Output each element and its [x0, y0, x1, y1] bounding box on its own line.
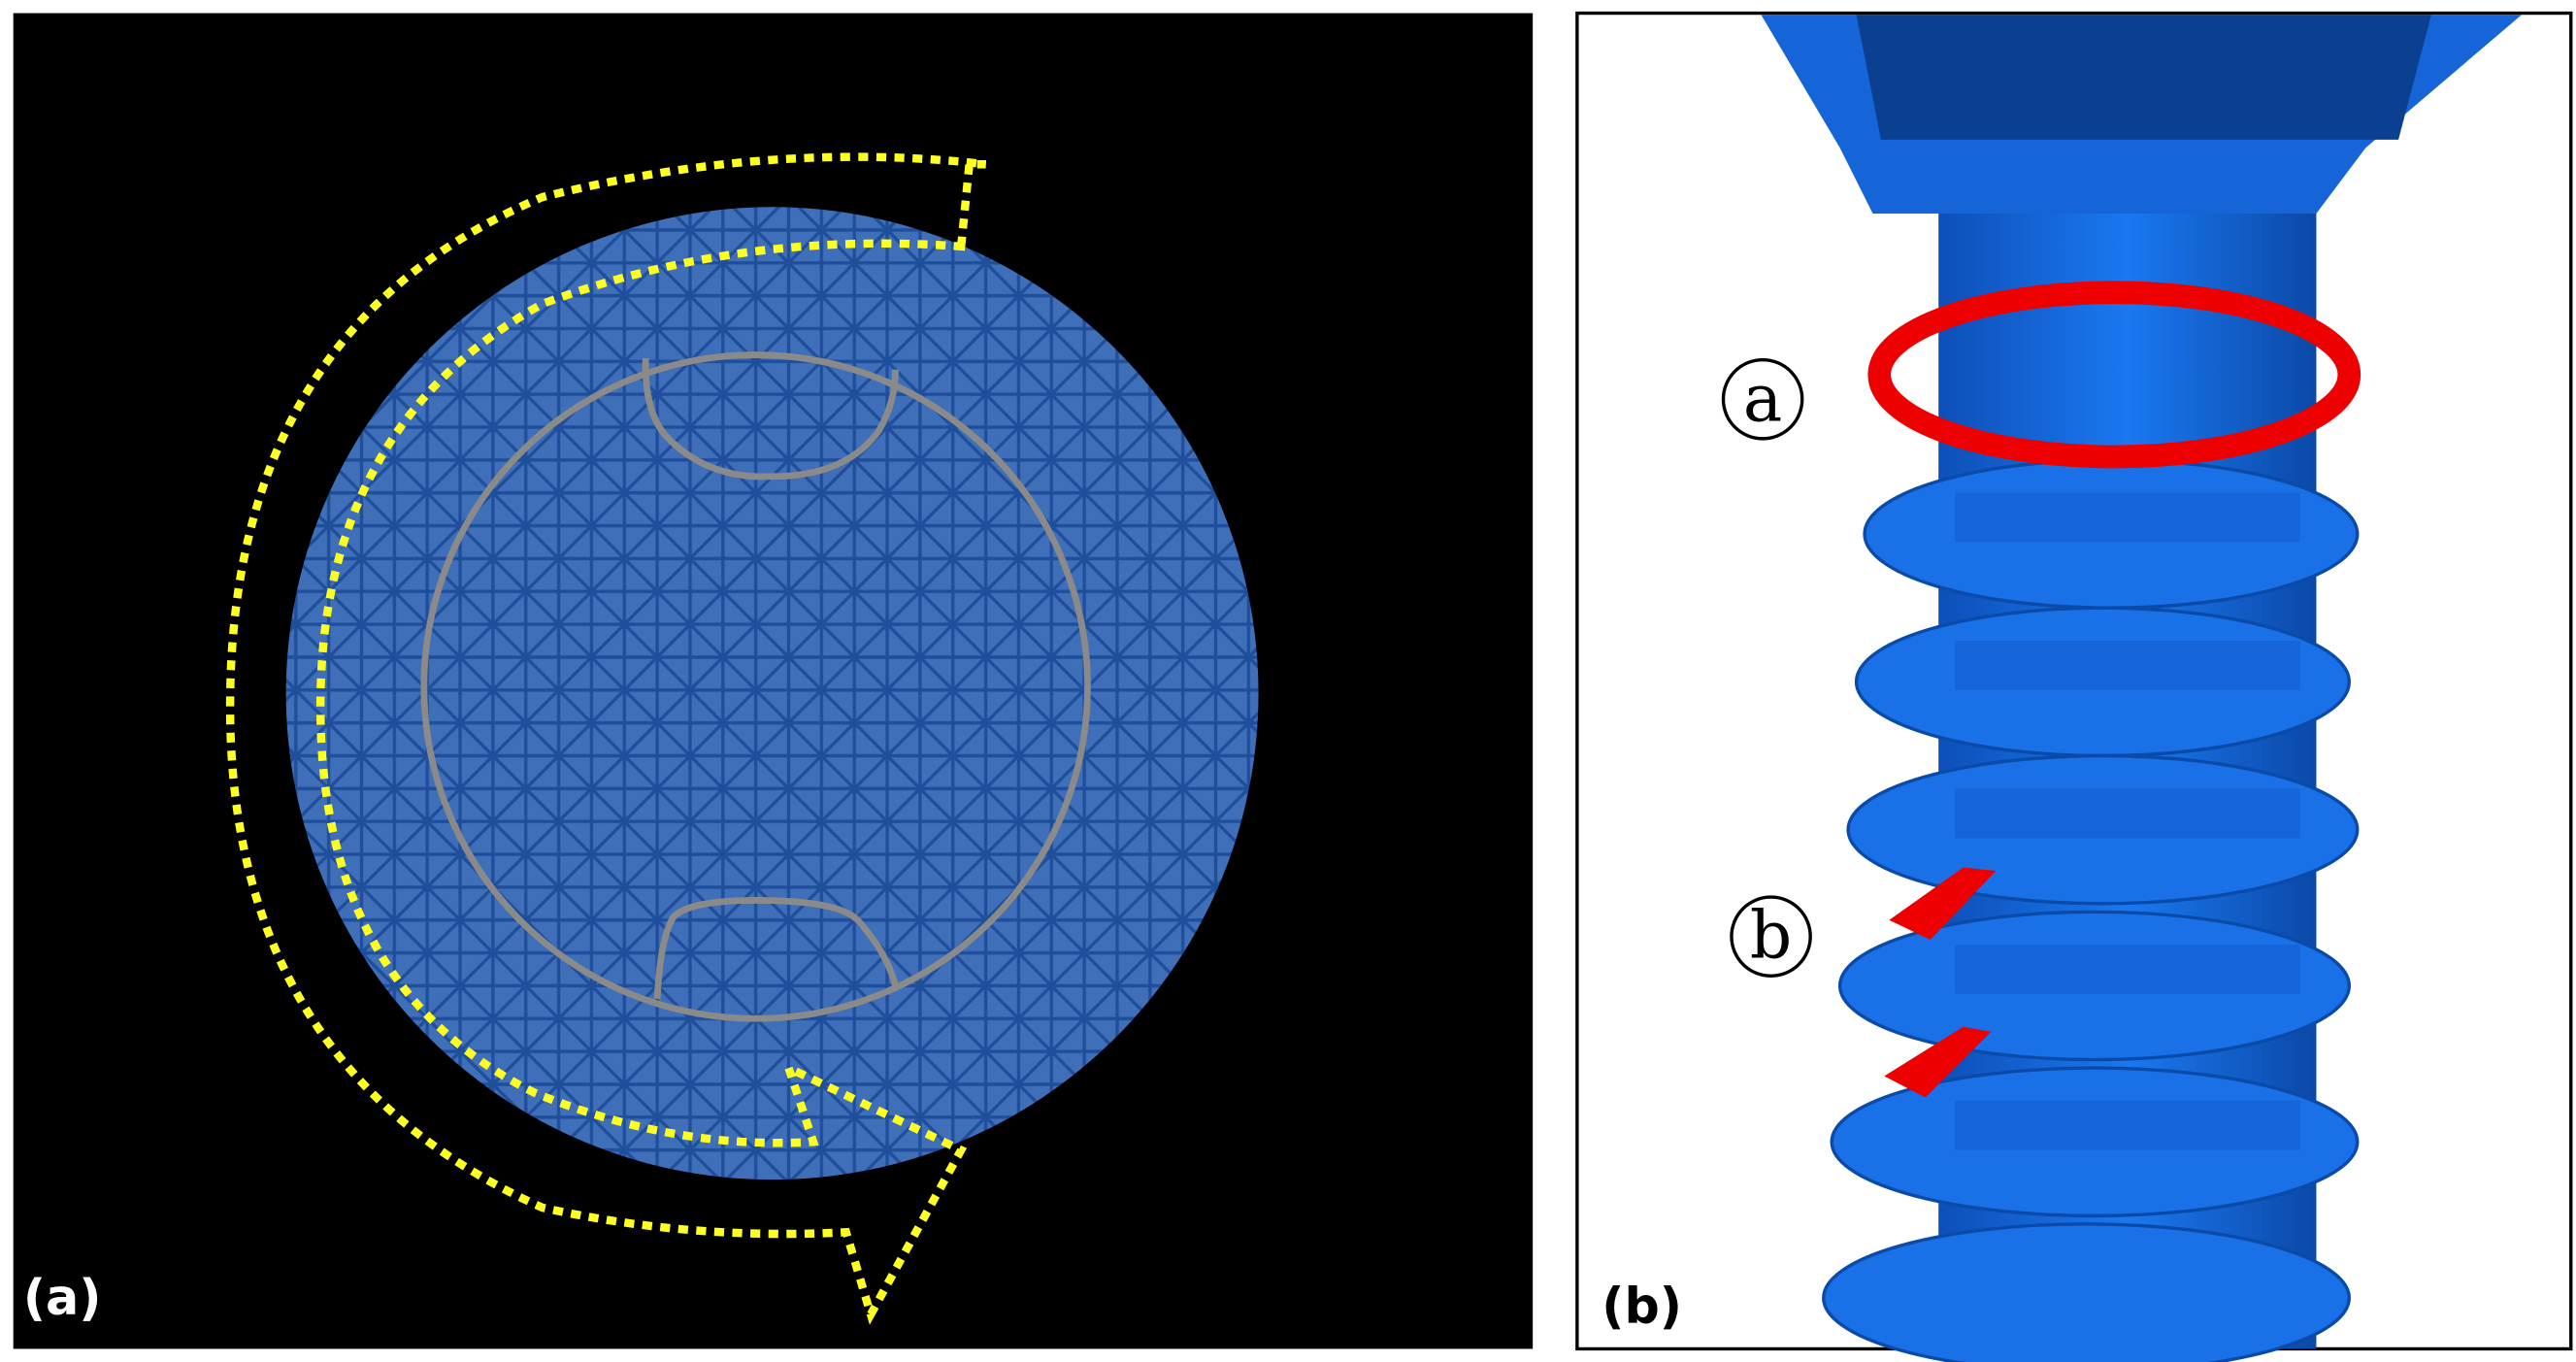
callout-label: a [1743, 359, 1782, 436]
red-ring [1867, 281, 2361, 469]
panel-label: (a) [23, 1269, 102, 1326]
panel-a: (a) [13, 13, 1534, 1349]
red-mark [1889, 867, 1997, 941]
mesh-disk [285, 207, 1259, 1180]
panel-b: a b (b) [1575, 11, 2573, 1362]
callout-label: b [1750, 897, 1792, 974]
threads [1822, 458, 2360, 1362]
rotation-arrow [225, 152, 987, 1325]
inner-ring [420, 351, 1091, 1022]
upper-notch [642, 357, 899, 481]
lower-notch [653, 897, 899, 1000]
callout-circle [1730, 895, 1812, 978]
panel-label: (b) [1602, 1277, 1682, 1334]
callout-circle [1721, 357, 1804, 441]
screw-head-face [1856, 15, 2431, 140]
red-mark [1884, 1026, 1992, 1098]
